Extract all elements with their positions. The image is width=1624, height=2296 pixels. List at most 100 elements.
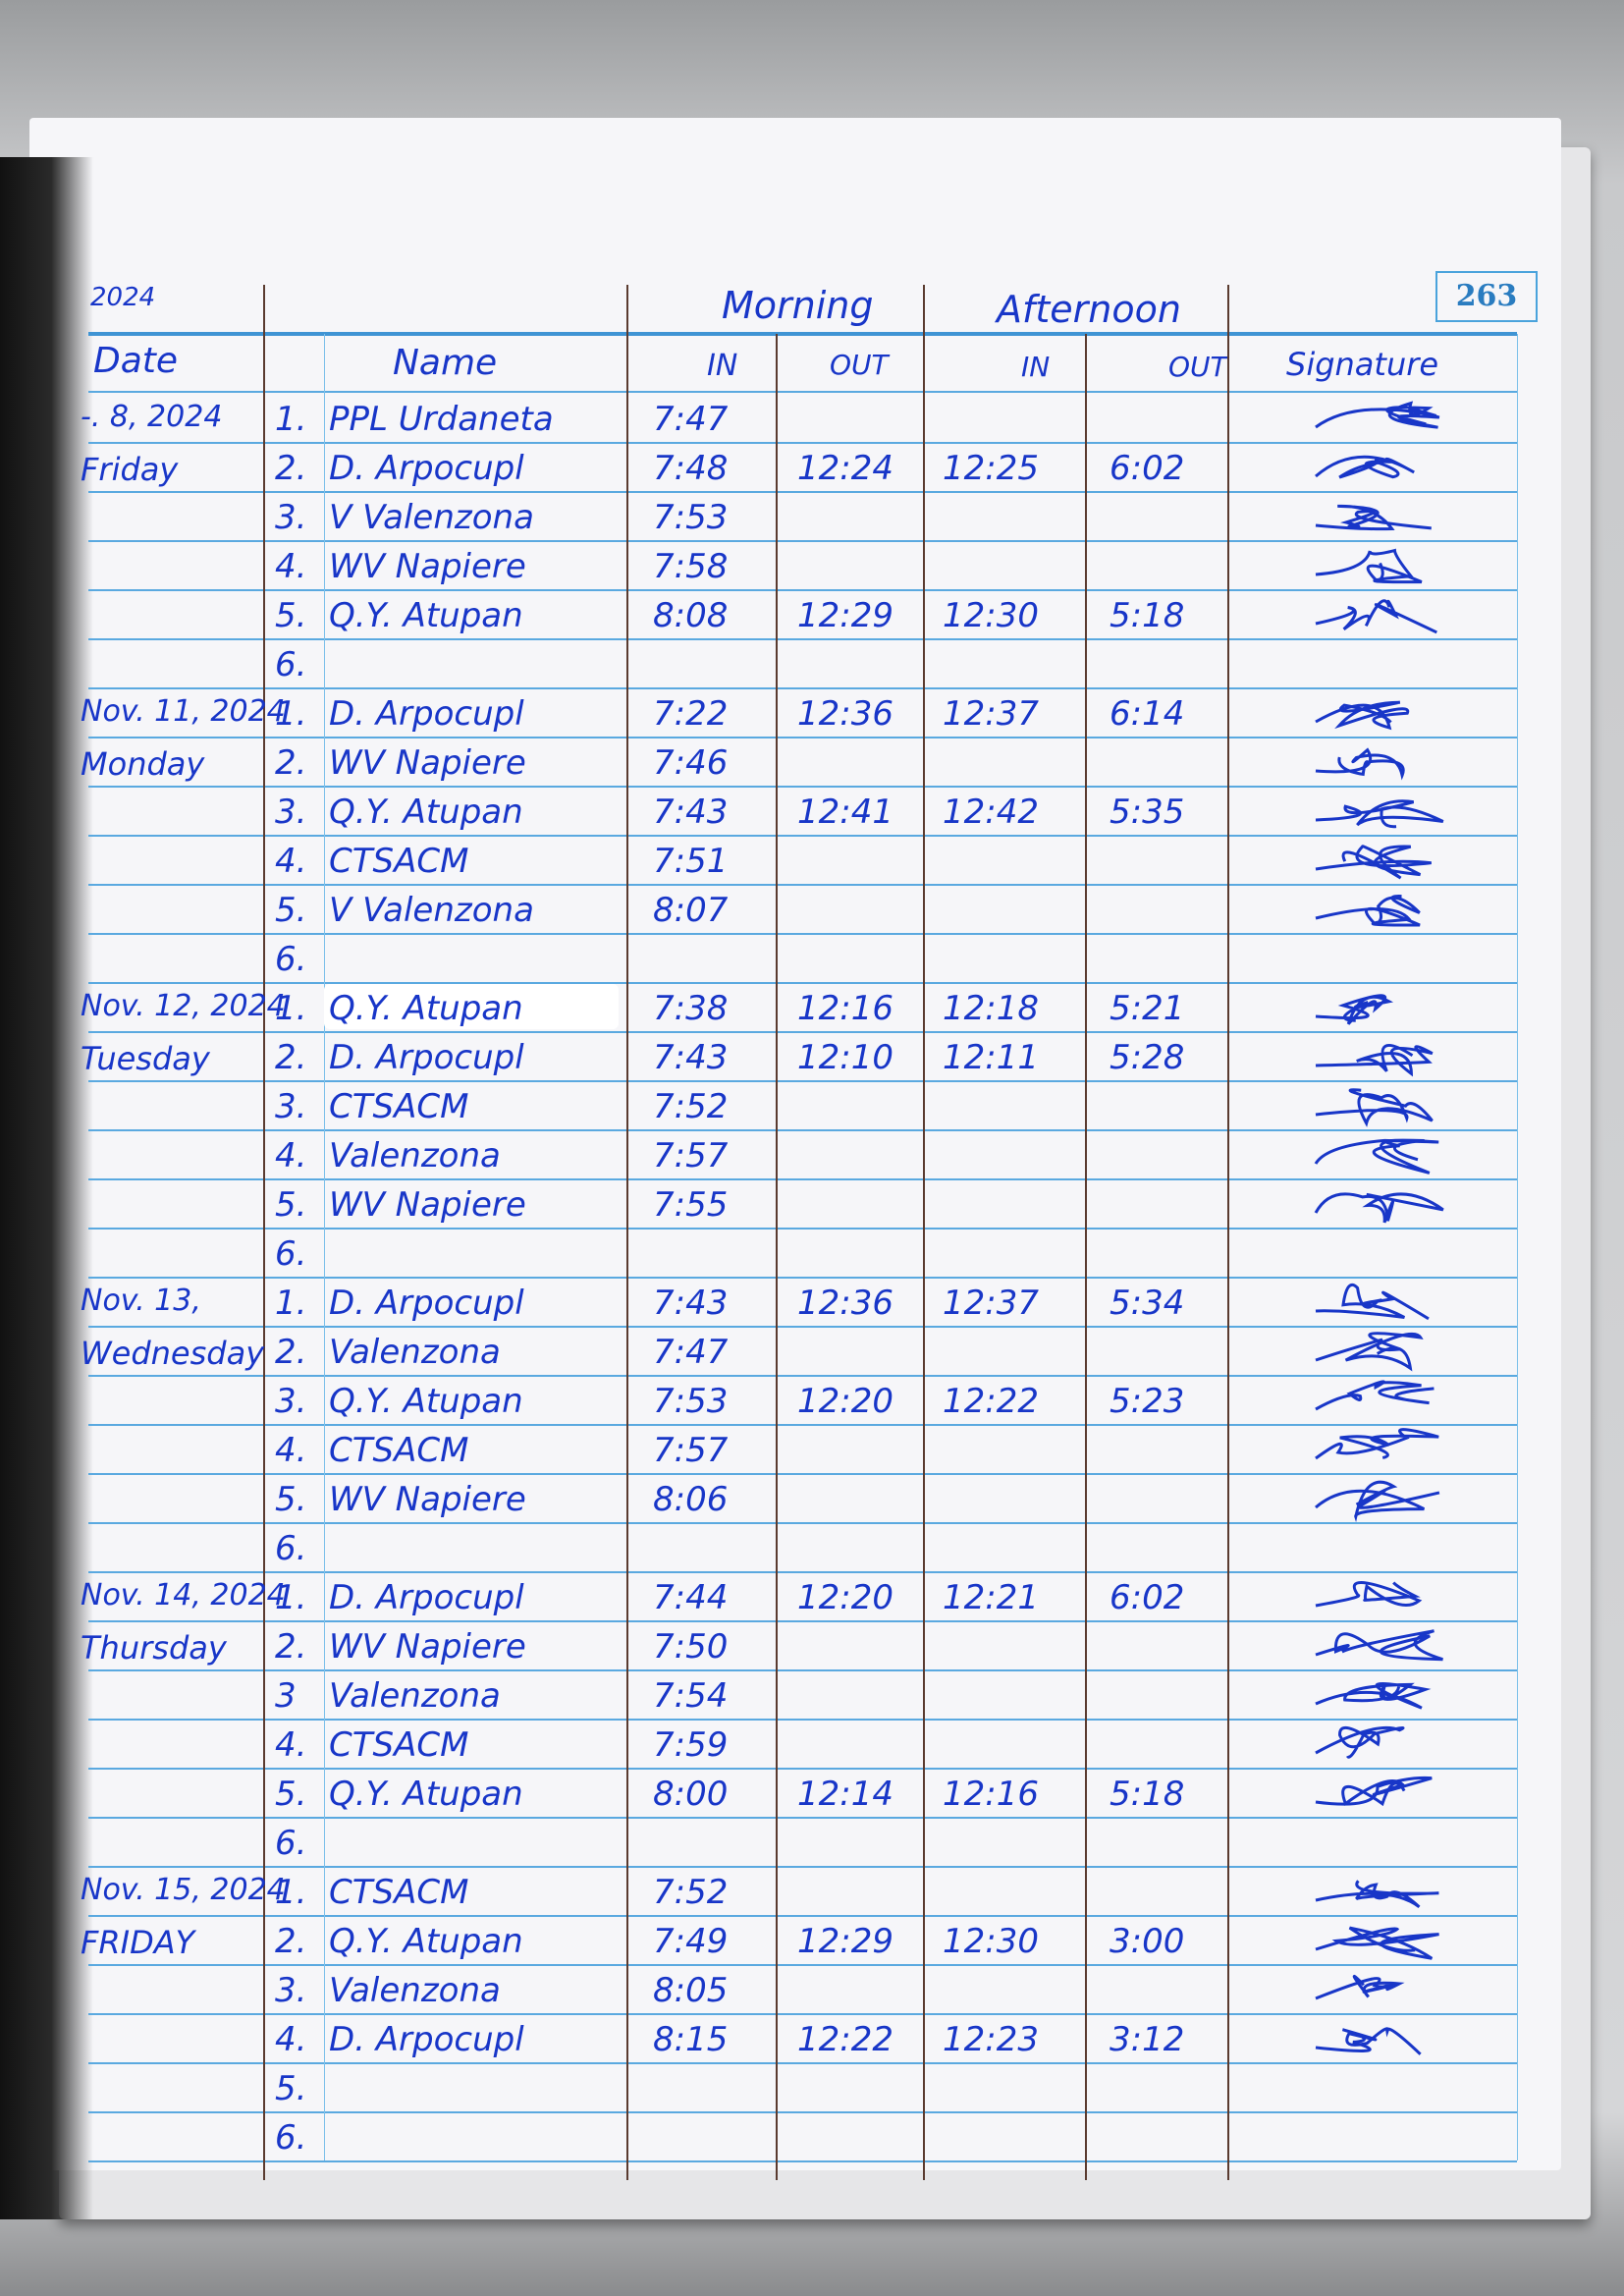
morning-out-time: 12:20 xyxy=(797,1578,893,1617)
day-date: Nov. 13, xyxy=(81,1284,201,1318)
name: D. Arpocupl xyxy=(329,449,524,488)
morning-in-time: 8:07 xyxy=(653,891,729,930)
morning-out-time: 12:29 xyxy=(797,596,893,635)
signature-scribble xyxy=(1315,1283,1430,1321)
afternoon-in-time: 12:18 xyxy=(943,989,1039,1028)
afternoon-in-time: 12:21 xyxy=(943,1578,1039,1617)
row-rule xyxy=(88,1178,1517,1180)
morning-in-time: 8:15 xyxy=(653,2020,729,2059)
row-number: 6. xyxy=(275,1234,307,1274)
correction-whiteout xyxy=(324,984,619,1029)
row-number: 2. xyxy=(275,1922,307,1961)
name: Valenzona xyxy=(329,1136,501,1175)
row-number: 3. xyxy=(275,1087,307,1126)
day-date: Nov. 14, 2024 xyxy=(81,1578,286,1613)
name: Q.Y. Atupan xyxy=(329,1382,523,1421)
afternoon-out-time: 6:14 xyxy=(1110,694,1185,734)
name: Q.Y. Atupan xyxy=(329,989,523,1028)
morning-in-time: 7:52 xyxy=(653,1087,729,1126)
morning-out-time: 12:29 xyxy=(797,1922,893,1961)
row-rule xyxy=(88,1620,1517,1622)
row-rule xyxy=(88,786,1517,788)
day-weekday: Tuesday xyxy=(81,1040,210,1077)
signature-scribble xyxy=(1315,895,1421,927)
name: WV Napiere xyxy=(329,743,526,783)
signature-scribble xyxy=(1315,799,1444,829)
morning-in-time: 7:43 xyxy=(653,1284,729,1323)
row-rule xyxy=(88,1031,1517,1033)
row-number: 6. xyxy=(275,645,307,684)
row-number: 1. xyxy=(275,1873,307,1912)
row-number: 4. xyxy=(275,547,307,586)
afternoon-out-time: 5:28 xyxy=(1110,1038,1185,1077)
name: D. Arpocupl xyxy=(329,694,524,734)
afternoon-out-time: 6:02 xyxy=(1110,1578,1185,1617)
signature-scribble xyxy=(1315,401,1440,429)
row-rule xyxy=(88,1719,1517,1721)
name: WV Napiere xyxy=(329,1480,526,1519)
signature-scribble xyxy=(1315,1380,1435,1411)
morning-in-time: 7:47 xyxy=(653,1333,729,1372)
day-weekday: Wednesday xyxy=(81,1335,265,1372)
row-number: 2. xyxy=(275,1333,307,1372)
signature-scribble xyxy=(1315,747,1405,781)
morning-in-time: 7:55 xyxy=(653,1185,729,1225)
morning-in-time: 7:43 xyxy=(653,1038,729,1077)
morning-in-time: 7:43 xyxy=(653,793,729,832)
day-date: Nov. 15, 2024 xyxy=(81,1873,286,1907)
row-rule xyxy=(88,1129,1517,1131)
row-number: 4. xyxy=(275,1431,307,1470)
row-number: 6. xyxy=(275,1529,307,1568)
signature-scribble xyxy=(1315,1332,1424,1372)
row-rule xyxy=(88,1817,1517,1819)
afternoon-in-time: 12:25 xyxy=(943,449,1039,488)
signature-scribble xyxy=(1315,1776,1433,1807)
row-rule xyxy=(88,1669,1517,1671)
row-rule xyxy=(88,737,1517,738)
day-weekday: Friday xyxy=(81,451,179,488)
morning-in-time: 7:57 xyxy=(653,1136,729,1175)
row-number: 6. xyxy=(275,1824,307,1863)
morning-out-time: 12:14 xyxy=(797,1775,893,1814)
row-rule xyxy=(88,2160,1517,2162)
signature-scribble xyxy=(1315,1926,1439,1960)
afternoon-in-time: 12:30 xyxy=(943,1922,1039,1961)
morning-in-time: 7:51 xyxy=(653,842,729,881)
row-number: 2. xyxy=(275,743,307,783)
signature-scribble xyxy=(1315,504,1432,531)
row-rule xyxy=(88,1522,1517,1524)
row-rule xyxy=(88,1326,1517,1328)
morning-in-time: 7:47 xyxy=(653,400,729,439)
row-rule xyxy=(88,687,1517,689)
row-rule xyxy=(88,933,1517,935)
row-number: 5. xyxy=(275,2069,307,2108)
afternoon-out-time: 5:18 xyxy=(1110,1775,1185,1814)
day-weekday: Thursday xyxy=(81,1629,227,1667)
row-number: 5. xyxy=(275,1480,307,1519)
morning-out-time: 12:10 xyxy=(797,1038,893,1077)
row-rule xyxy=(88,1080,1517,1082)
name: D. Arpocupl xyxy=(329,1038,524,1077)
afternoon-out-time: 5:18 xyxy=(1110,596,1185,635)
signature-scribble xyxy=(1315,1428,1439,1460)
row-number: 3. xyxy=(275,498,307,537)
column-header-signature: Signature xyxy=(1286,346,1439,383)
afternoon-in-time: 12:37 xyxy=(943,1284,1039,1323)
column-divider xyxy=(776,334,778,2180)
morning-in-time: 8:05 xyxy=(653,1971,729,2010)
column-divider xyxy=(1085,334,1087,2180)
row-number: 5. xyxy=(275,891,307,930)
row-rule xyxy=(88,1424,1517,1426)
row-rule xyxy=(88,2013,1517,2015)
name: CTSACM xyxy=(329,1431,469,1470)
morning-out-time: 12:36 xyxy=(797,1284,893,1323)
morning-in-time: 7:49 xyxy=(653,1922,729,1961)
morning-in-time: 7:50 xyxy=(653,1627,729,1667)
name: V Valenzona xyxy=(329,498,534,537)
morning-in-time: 7:58 xyxy=(653,547,729,586)
day-weekday: FRIDAY xyxy=(81,1924,195,1961)
signature-scribble xyxy=(1315,1629,1443,1662)
row-number: 6. xyxy=(275,2118,307,2158)
row-rule xyxy=(88,1375,1517,1377)
